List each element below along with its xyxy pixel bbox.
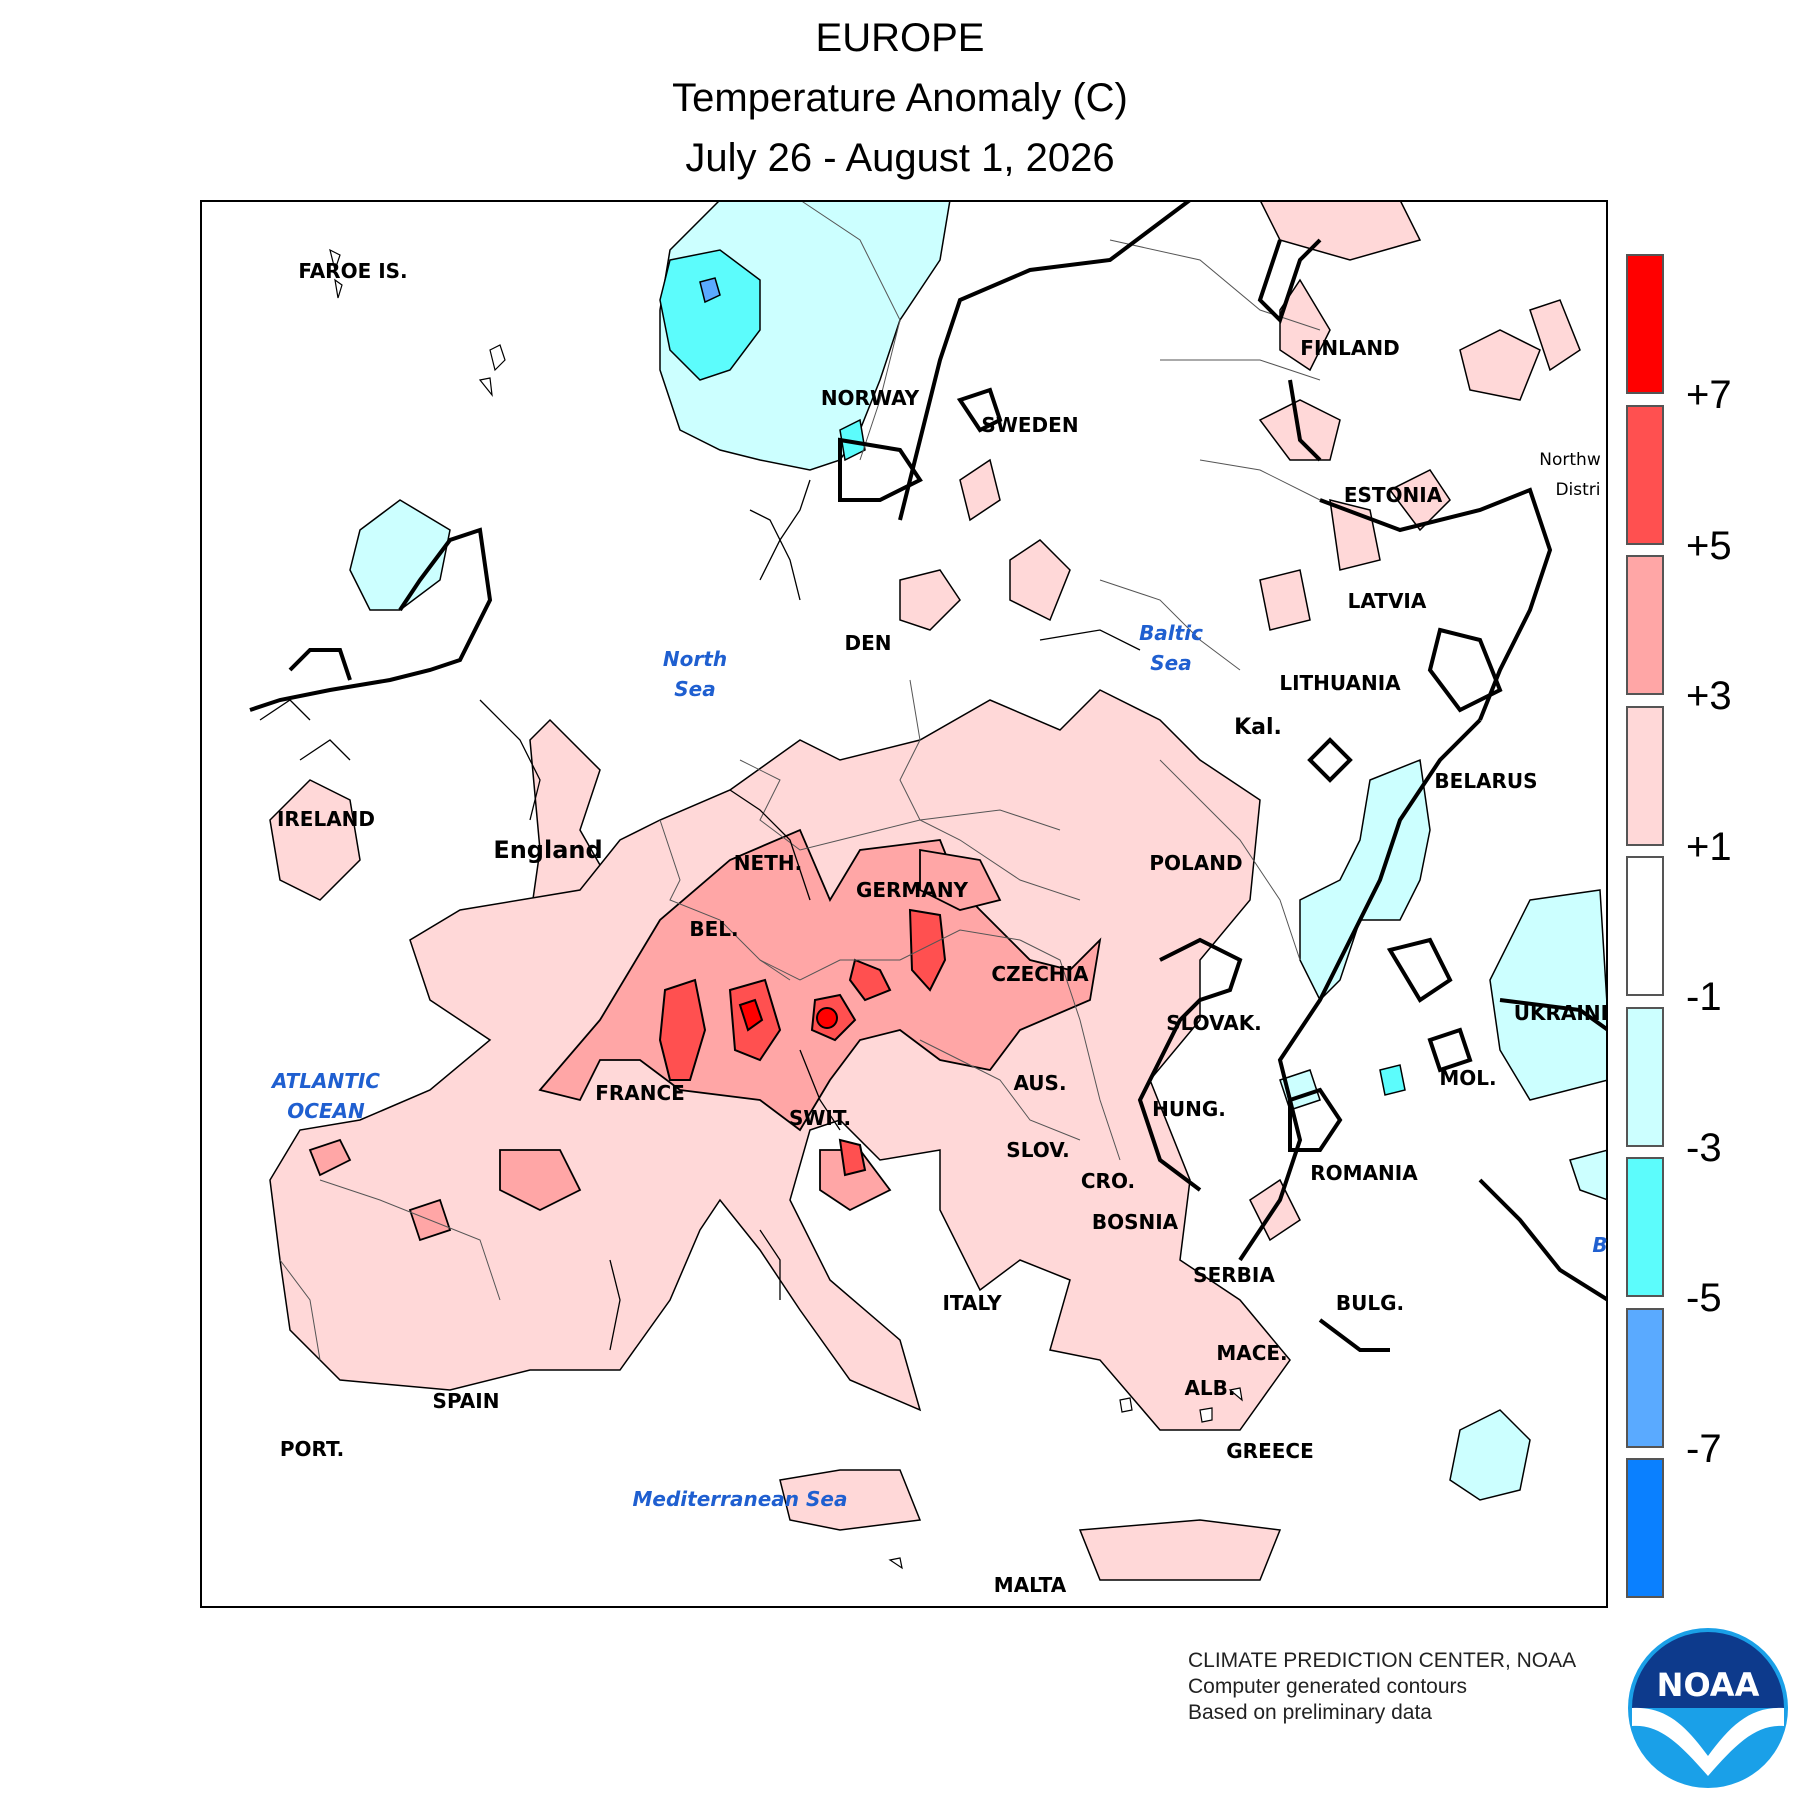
legend-label: +3 [1686,674,1732,719]
label-aus: AUS. [1013,1071,1066,1095]
noaa-logo-text: NOAA [1657,1666,1760,1704]
label-northwest: Northw [1539,450,1601,470]
legend-swatch [1626,254,1664,394]
label-port: PORT. [280,1437,344,1461]
label-germany: GERMANY [856,878,969,902]
legend-label: +1 [1686,824,1732,869]
label-finland: FINLAND [1300,336,1399,360]
anomaly-area-minus3 [659,249,1406,1096]
label-b: B [1592,1233,1607,1257]
label-romania: ROMANIA [1310,1161,1418,1185]
label-den: DEN [844,631,891,655]
legend-label: -3 [1686,1125,1722,1170]
country-boundaries [279,200,1321,1361]
label-kal: Kal. [1234,715,1282,740]
legend-swatch [1626,1157,1664,1297]
anomaly-area-minus5 [699,277,721,304]
credit-line-3: Based on preliminary data [1188,1701,1432,1724]
label-bel: BEL. [689,917,738,941]
map-title-region: EUROPE [815,16,985,60]
legend-label: +7 [1686,373,1732,418]
label-england: England [493,836,602,864]
label-district: Distri [1555,480,1600,500]
label-latvia: LATVIA [1348,589,1427,613]
legend-swatch [1626,705,1664,846]
legend-swatch [1626,404,1664,545]
label-ireland: IRELAND [277,807,375,831]
legend-label: -5 [1686,1276,1722,1321]
legend-swatch [1626,555,1664,695]
small-islands [329,248,1243,1570]
label-atlantic-1: ATLANTIC [270,1069,380,1093]
label-mace: MACE. [1216,1341,1287,1365]
label-sweden: SWEDEN [981,413,1078,437]
legend-swatch [1626,1006,1664,1147]
label-italy: ITALY [942,1291,1002,1315]
label-atlantic-2: OCEAN [287,1099,365,1123]
map-frame [200,200,1608,1608]
label-bosnia: BOSNIA [1092,1210,1179,1234]
label-poland: POLAND [1149,851,1242,875]
country-labels: FAROE IS. NORWAY SWEDEN FINLAND ESTONIA … [277,259,1608,1597]
legend-swatch [1626,856,1664,996]
legend-swatch [1626,1458,1664,1598]
label-swit: SWIT. [789,1106,851,1130]
zero-anomaly-contours [249,200,1608,1352]
label-med: Mediterranean Sea [633,1487,848,1511]
label-baltic-1: Baltic [1139,621,1203,645]
water-labels: North Sea Baltic Sea ATLANTIC OCEAN Medi… [270,621,1203,1511]
credit-line-2: Computer generated contours [1188,1675,1467,1698]
label-alb: ALB. [1184,1376,1235,1400]
label-malta: MALTA [994,1573,1067,1597]
temperature-anomaly-map: FAROE IS. NORWAY SWEDEN FINLAND ESTONIA … [200,200,1608,1608]
label-cro: CRO. [1081,1169,1135,1193]
label-baltic-2: Sea [1150,651,1191,675]
coastlines [259,479,1141,1351]
color-legend [1626,254,1666,1604]
anomaly-area-plus7 [738,998,838,1032]
label-ukraine: UKRAINE [1514,1001,1608,1025]
label-north-sea-1: North [663,647,727,671]
map-title-period: July 26 - August 1, 2026 [685,136,1115,180]
label-lithuania: LITHUANIA [1279,671,1401,695]
label-slov: SLOV. [1006,1138,1069,1162]
legend-label: +5 [1686,523,1732,568]
legend-label: -1 [1686,975,1722,1020]
label-bulg: BULG. [1336,1291,1404,1315]
label-north-sea-2: Sea [674,677,715,701]
label-norway: NORWAY [821,386,920,410]
label-france: FRANCE [595,1081,685,1105]
label-estonia: ESTONIA [1344,483,1443,507]
label-hung: HUNG. [1152,1097,1226,1121]
title-block: EUROPE Temperature Anomaly (C) July 26 -… [0,8,1800,188]
label-slovak: SLOVAK. [1166,1011,1262,1035]
label-mol: MOL. [1439,1066,1496,1090]
label-czechia: CZECHIA [991,962,1089,986]
label-spain: SPAIN [433,1389,500,1413]
credit-line-1: CLIMATE PREDICTION CENTER, NOAA [1188,1649,1577,1672]
label-neth: NETH. [734,851,802,875]
label-belarus: BELARUS [1434,769,1537,793]
label-serbia: SERBIA [1193,1263,1275,1287]
label-faroe: FAROE IS. [298,259,407,283]
legend-label: -7 [1686,1426,1722,1471]
map-title-variable: Temperature Anomaly (C) [672,76,1128,120]
label-greece: GREECE [1226,1439,1313,1463]
legend-swatch [1626,1307,1664,1448]
credits: CLIMATE PREDICTION CENTER, NOAA Computer… [1188,1648,1576,1726]
noaa-logo: NOAA [1628,1628,1788,1788]
